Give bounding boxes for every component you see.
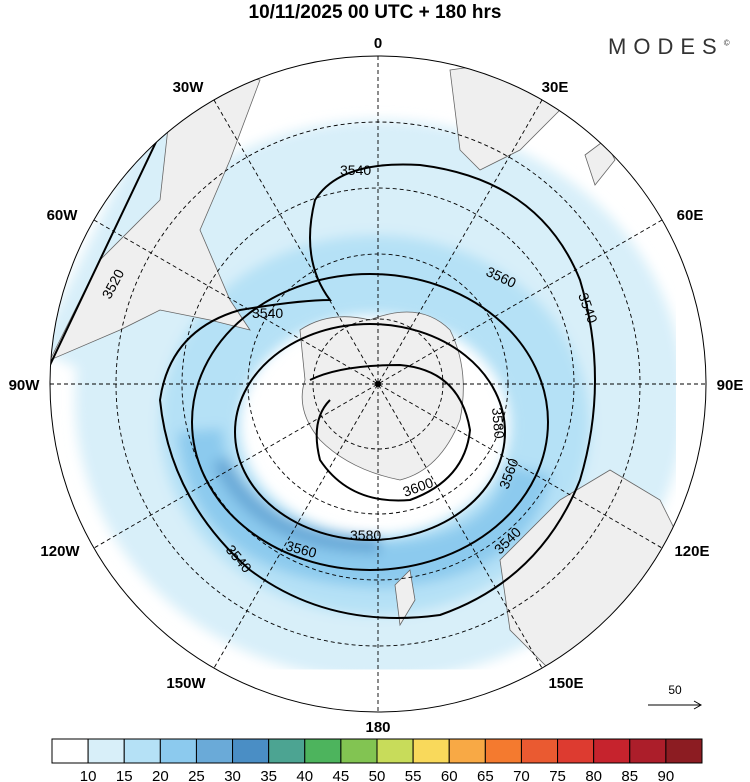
contour-3560 [191,273,549,571]
colorbar-label: 35 [260,768,277,782]
colorbar-swatch [557,738,595,764]
africa [449,59,561,171]
colorbar-label: 60 [441,768,458,782]
colorbar-swatch [159,738,197,764]
colorbar-swatch [123,738,161,764]
colorbar-label: 10 [80,768,97,782]
contour-label: 3540 [252,305,283,321]
colorbar-label: 40 [296,768,313,782]
colorbar-label: 55 [405,768,422,782]
south-pole-marker [375,381,381,387]
madagascar [584,139,616,186]
colorbar-swatch [195,738,234,764]
colorbar-label: 20 [152,768,169,782]
colorbar-label: 85 [621,768,638,782]
colorbar-swatch [448,738,486,764]
map-title: 10/11/2025 00 UTC + 180 hrs [248,2,502,23]
lon-label-120w: 120W [40,543,80,560]
colorbar-label: 75 [549,768,566,782]
colorbar-swatch [520,738,559,764]
colorbar-label: 70 [513,768,530,782]
colorbar-swatch [304,738,342,764]
contour-label: 3580 [489,407,508,440]
lon-label-150e: 150E [548,675,583,692]
colorbar-label: 25 [188,768,205,782]
colorbar: 10 15 20 25 30 35 40 45 50 55 60 65 70 75 80 85 90 [51,738,703,782]
logo-mark: © [723,38,730,48]
lon-label-150w: 150W [166,675,206,692]
contour-3540 [158,163,596,619]
colorbar-swatch [232,738,270,764]
colorbar-swatch [340,738,378,764]
colorbar-swatch [268,738,306,764]
colorbar-label: 45 [333,768,350,782]
colorbar-swatch [376,738,414,764]
modes-logo: MODES© [608,34,730,60]
arrowhead-icon [693,700,703,710]
lon-label-90e: 90E [717,377,744,394]
colorbar-swatch [484,738,522,764]
colorbar-label: 80 [585,768,602,782]
contour-3600 [309,363,472,502]
antarctica [299,311,464,481]
colorbar-swatch [412,738,450,764]
lon-label-60w: 60W [47,207,79,224]
colorbar-swatch [51,738,89,764]
contour-3580 [234,323,506,541]
colorbar-swatch [87,738,125,764]
colorbar-label: 90 [658,768,675,782]
new-zealand [394,569,416,627]
contour-label: 3540 [340,162,371,178]
colorbar-label: 15 [116,768,133,782]
colorbar-label: 50 [369,768,386,782]
colorbar-swatch [593,738,631,764]
map-boundary [49,55,707,713]
reference-vector-label: 50 [668,683,682,697]
colorbar-label: 65 [477,768,494,782]
colorbar-label: 30 [224,768,241,782]
height-contours [50,59,596,619]
reference-vector: 50 [648,683,703,710]
lon-label-30e: 30E [542,79,569,96]
lon-label-60e: 60E [677,207,704,224]
lon-label-180: 180 [365,719,390,736]
colorbar-swatch [665,738,703,764]
lon-label-90w: 90W [9,377,41,394]
contour-label: 3580 [350,527,381,543]
contour-label: 3560 [284,537,318,561]
lon-label-30w: 30W [173,79,205,96]
lon-label-120e: 120E [674,543,709,560]
colorbar-swatch [629,738,667,764]
logo-text: MODES [608,34,724,59]
lon-label-0: 0 [374,35,382,52]
